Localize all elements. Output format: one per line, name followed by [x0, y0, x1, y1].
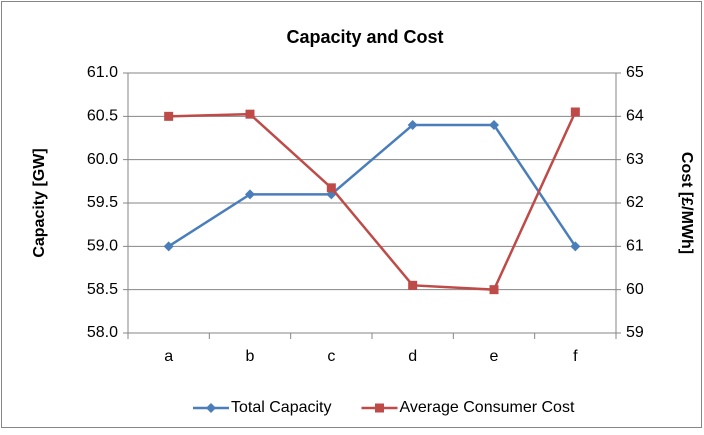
- data-point: [164, 111, 174, 121]
- series-line: [168, 111, 577, 291]
- series-line: [167, 123, 577, 248]
- legend-marker: [375, 403, 384, 413]
- data-point: [245, 189, 255, 200]
- y2-axis-title: Cost [£/MWh]: [678, 152, 695, 254]
- y-tick-label: 60.0: [87, 151, 118, 168]
- x-tick-label: b: [246, 348, 255, 365]
- y2-tick-label: 64: [626, 108, 644, 125]
- x-tick-label: f: [573, 348, 578, 365]
- y2-tick-label: 65: [626, 64, 644, 81]
- data-point: [570, 241, 581, 252]
- y-tick-label: 58.5: [87, 281, 118, 298]
- x-tick-label: a: [164, 348, 173, 365]
- legend-label: Average Consumer Cost: [400, 399, 575, 416]
- y-axis-title: Capacity [GW]: [31, 148, 48, 257]
- y-tick-label: 59.0: [87, 238, 118, 255]
- x-tick-label: c: [327, 348, 335, 365]
- legend-label: Total Capacity: [231, 399, 332, 416]
- y2-tick-label: 63: [626, 151, 644, 168]
- y-tick-label: 58.0: [87, 324, 118, 341]
- y2-tick-label: 61: [626, 238, 644, 255]
- chart-title: Capacity and Cost: [286, 27, 443, 47]
- data-point: [489, 120, 499, 130]
- data-point: [408, 280, 418, 290]
- y2-tick-label: 59: [626, 324, 644, 341]
- x-tick-label: d: [408, 348, 417, 365]
- x-tick-label: e: [490, 348, 499, 365]
- data-point: [570, 107, 580, 117]
- legend-marker: [206, 403, 216, 413]
- y-tick-label: 61.0: [87, 64, 118, 81]
- data-point: [163, 241, 174, 252]
- data-point: [489, 285, 499, 295]
- y2-tick-label: 60: [626, 281, 644, 298]
- y-tick-label: 60.5: [87, 108, 118, 125]
- data-point: [407, 120, 418, 130]
- y2-tick-label: 62: [626, 194, 644, 211]
- y-tick-label: 59.5: [87, 194, 118, 211]
- data-point: [245, 109, 255, 119]
- data-point: [326, 183, 336, 193]
